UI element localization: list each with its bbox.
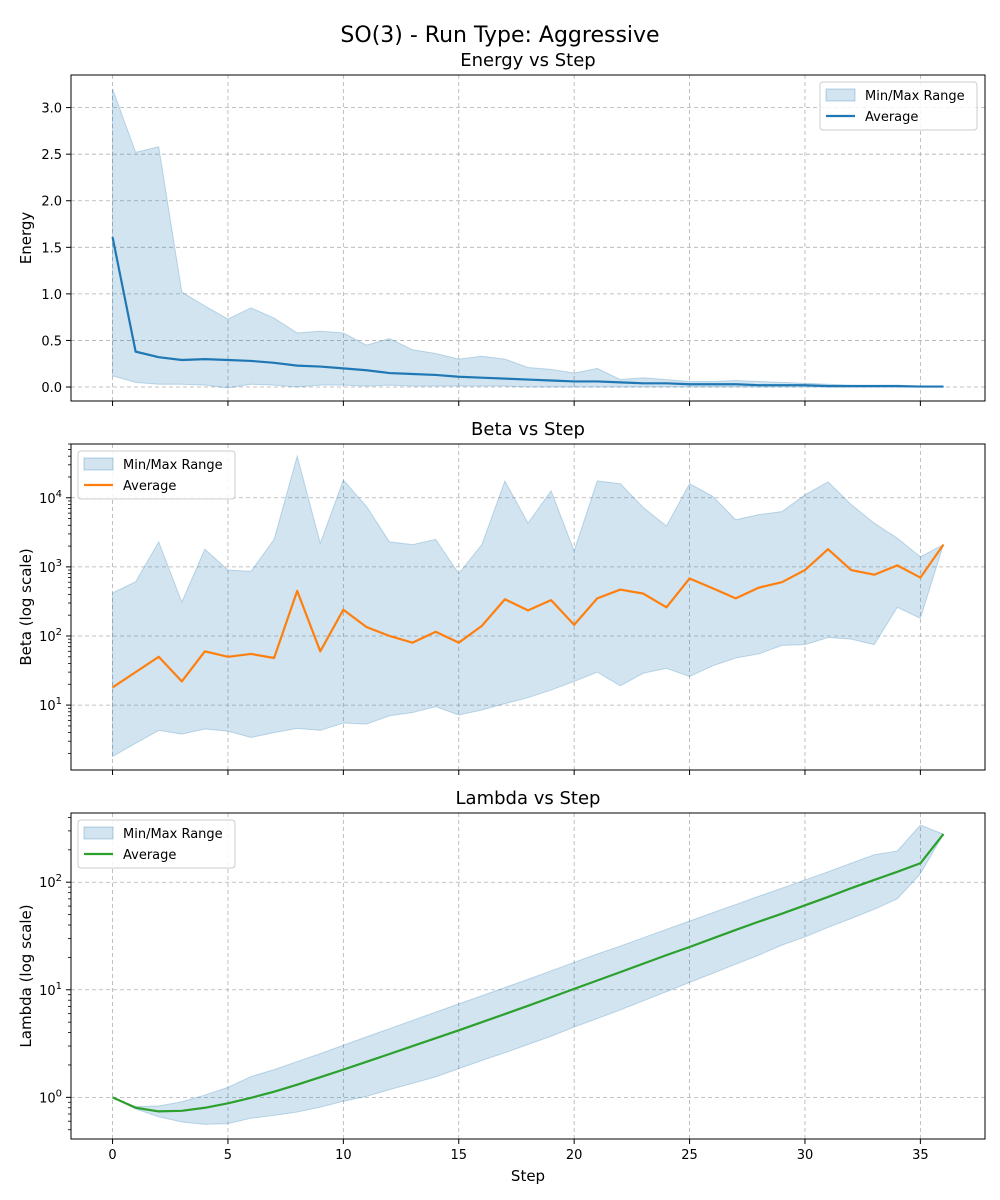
beta-minmax-band [112,454,945,758]
beta-legend-box [77,450,236,500]
lambda-xtick-label: 25 [681,1148,698,1163]
energy-legend-band-swatch [825,88,856,102]
beta-plot-area [111,454,945,758]
energy-legend-box [819,81,978,131]
lambda-xtick-label: 15 [450,1148,467,1163]
lambda-axes-frame [70,812,986,1140]
energy-minmax-band [112,88,944,389]
lambda-ytick-label: 100 [39,1088,62,1106]
beta-ytick-label: 101 [39,696,62,714]
lambda-plot-area [112,824,945,1125]
energy-legend: Min/Max Range Average [819,81,978,131]
energy-plot-area [111,88,944,389]
lambda-ylabel: Lambda (log scale) [17,904,35,1047]
beta-axes-frame [70,443,986,771]
beta-legend-band-label: Min/Max Range [123,458,223,473]
beta-ytick-label: 104 [39,489,62,507]
lambda-legend-line-label: Average [123,848,176,863]
lambda-ytick-label: 101 [39,981,62,999]
beta-legend-band-swatch [83,457,114,471]
energy-legend-line-label: Average [865,110,918,125]
energy-legend-band-label: Min/Max Range [865,89,965,104]
lambda-xtick-label: 5 [224,1148,232,1163]
lambda-average-line [112,833,945,1113]
lambda-xtick-label: 10 [335,1148,352,1163]
figure-suptitle: SO(3) - Run Type: Aggressive [340,23,659,48]
lambda-ytick-label: 102 [39,873,62,891]
energy-panel: Energy vs Step Energy 0.0 0.5 1.0 1.5 2.0 2.5 3.… [17,50,986,406]
energy-ytick-label: 0.5 [41,334,62,349]
energy-ytick-label: 1.5 [41,241,62,256]
energy-ytick-label: 2.5 [41,148,62,163]
beta-legend: Min/Max Range Average [77,450,236,500]
energy-ytick-label: 1.0 [41,288,62,303]
lambda-minmax-band [112,824,945,1125]
beta-ytick-label: 102 [39,627,62,645]
lambda-legend-band-swatch [83,826,114,840]
energy-ytick-label: 2.0 [41,195,62,210]
energy-ylabel: Energy [17,212,35,265]
beta-panel: Beta vs Step Beta (log scale) 101 102 103 104… [17,419,986,775]
beta-ytick-label: 103 [39,558,62,576]
beta-legend-line-label: Average [123,479,176,494]
energy-title: Energy vs Step [460,50,595,71]
energy-average-line [111,236,944,388]
lambda-legend-box [77,819,236,869]
lambda-legend-band-label: Min/Max Range [123,827,223,842]
lambda-legend: Min/Max Range Average [77,819,236,869]
beta-ylabel: Beta (log scale) [17,548,35,665]
lambda-xtick-label: 0 [108,1148,116,1163]
beta-title: Beta vs Step [471,419,585,440]
lambda-xtick-label: 30 [797,1148,814,1163]
energy-axes-frame [70,74,986,402]
energy-ytick-label: 3.0 [41,102,62,117]
lambda-xlabel: Step [511,1167,545,1185]
lambda-panel: Lambda vs Step Lambda (log scale) Step 0 5 10… [17,788,986,1185]
lambda-xtick-label: 35 [912,1148,929,1163]
lambda-xtick-label: 20 [566,1148,583,1163]
lambda-title: Lambda vs Step [456,788,601,809]
beta-average-line [111,543,945,689]
energy-ytick-label: 0.0 [41,381,62,396]
